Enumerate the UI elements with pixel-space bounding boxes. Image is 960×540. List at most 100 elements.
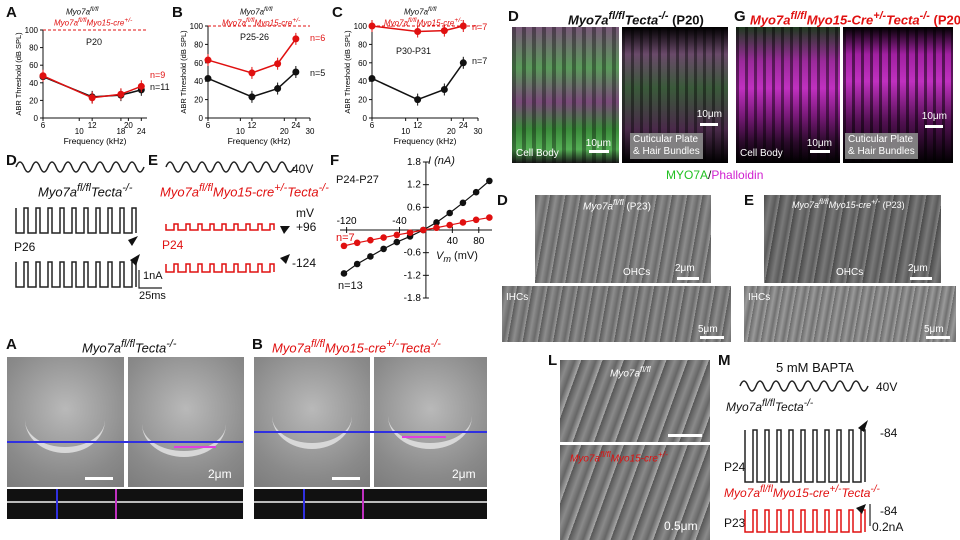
y-tick-label: 0.6 bbox=[407, 202, 421, 213]
cell-body-image: Cell Body 10μm bbox=[736, 27, 840, 163]
label: Myo7a bbox=[610, 368, 641, 380]
x-tick-label: 6 bbox=[206, 121, 211, 130]
stereocilia-sem-top: Myo7afl/fl bbox=[560, 360, 710, 442]
age-label: (P20) bbox=[672, 12, 704, 28]
x-tick-label: 24 bbox=[137, 127, 146, 136]
ihc-label: IHCs bbox=[748, 292, 771, 303]
y-tick-label: 80 bbox=[194, 40, 203, 49]
scale-text: 2μm bbox=[208, 467, 232, 481]
red-sup: fl/fl bbox=[246, 17, 255, 24]
x-axis-label: Frequency (kHz) bbox=[64, 136, 127, 146]
y-axis-label: ABR Threshold (dB SPL) bbox=[343, 30, 352, 114]
data-point bbox=[472, 216, 480, 224]
title-rest-sup: +/- bbox=[871, 197, 881, 206]
label-rest: Myo15-cre bbox=[610, 453, 658, 465]
ohc-sem-image: Myo7afl/flMyo15-cre+/- (P23) OHCs 2μm bbox=[764, 195, 941, 283]
y-tick-label: 1.8 bbox=[407, 157, 421, 168]
panel-letter: A bbox=[6, 4, 17, 21]
red-rest-sup: +/- bbox=[454, 17, 463, 24]
data-point bbox=[292, 35, 300, 43]
legend-phalloidin: Phalloidin bbox=[711, 168, 764, 182]
title-sup: fl/fl bbox=[311, 338, 325, 350]
y-tick-label: 40 bbox=[358, 77, 367, 86]
y-tick-label: 80 bbox=[358, 40, 367, 49]
y-tick-label: -1.8 bbox=[404, 293, 422, 304]
y-tick-label: 60 bbox=[29, 61, 38, 70]
data-point bbox=[380, 245, 387, 253]
x-tick-label: 10 bbox=[401, 127, 410, 136]
title-rest: Tecta bbox=[886, 12, 920, 28]
mt-current-traces-e bbox=[138, 161, 295, 289]
scale-bar bbox=[677, 277, 699, 280]
scale-bar bbox=[85, 477, 113, 480]
data-point bbox=[292, 68, 300, 76]
data-point bbox=[340, 270, 348, 277]
title: Myo7a bbox=[66, 7, 91, 17]
scale-bar bbox=[700, 123, 718, 126]
y-tick-label: -0.6 bbox=[404, 248, 422, 259]
panel-letter: G bbox=[734, 8, 746, 25]
x-tick-label: 20 bbox=[447, 127, 456, 136]
title-sup: fl/fl bbox=[264, 6, 273, 13]
title-sup: fl/fl bbox=[77, 182, 91, 194]
arrowhead-icon bbox=[128, 236, 138, 246]
data-point bbox=[440, 85, 448, 93]
x-axis-label: V bbox=[436, 250, 444, 262]
data-point bbox=[433, 224, 440, 232]
arrowhead-icon bbox=[280, 226, 290, 234]
caption: & Hair Bundles bbox=[633, 146, 700, 157]
title: Myo7a bbox=[272, 340, 312, 356]
cuticular-plate-image: 10μm Cuticular Plate & Hair Bundles bbox=[622, 27, 728, 163]
bapta-label: 5 mM BAPTA bbox=[776, 360, 854, 375]
voltage-minus84: -84 bbox=[880, 504, 898, 518]
x-tick-label: 10 bbox=[75, 127, 84, 136]
data-point bbox=[248, 69, 256, 77]
title-rest-sup: +/- bbox=[386, 338, 400, 350]
stain-legend: MYO7A/Phalloidin bbox=[666, 168, 763, 182]
data-point bbox=[446, 209, 454, 217]
scale-bar bbox=[910, 277, 932, 280]
title-sup: fl/fl bbox=[608, 10, 625, 22]
stereocilia-sem-bottom: Myo7afl/flMyo15-cre+/- 0.5μm bbox=[560, 445, 710, 540]
current-trace bbox=[744, 429, 866, 483]
red-title: Myo7a bbox=[54, 18, 79, 28]
age-label: P24 bbox=[162, 238, 184, 252]
y-tick-label: 0 bbox=[199, 114, 204, 123]
data-point bbox=[393, 231, 401, 239]
current-trace bbox=[15, 207, 137, 234]
scale-text: 10μm bbox=[806, 138, 832, 149]
data-point bbox=[274, 85, 282, 93]
title-rest-sup: +/- bbox=[829, 484, 842, 495]
title: Myo7a bbox=[568, 12, 609, 28]
current-trace-red bbox=[165, 263, 275, 273]
current-trace-red bbox=[165, 223, 275, 231]
title: Myo7a bbox=[160, 184, 200, 200]
age-label: P26 bbox=[14, 240, 36, 254]
scale-current: 1nA bbox=[143, 270, 163, 282]
voltage-plus96: +96 bbox=[296, 220, 317, 234]
iv-chart-f: -120 -40 40 80 1.8 1.2 0.6 -0.6 -1.2 -1.8 bbox=[337, 157, 493, 304]
data-point bbox=[248, 93, 256, 101]
scale-text: 0.5μm bbox=[664, 519, 698, 533]
data-point bbox=[446, 221, 454, 229]
scale-bar bbox=[926, 336, 950, 339]
title-rest-sup: -/- bbox=[166, 338, 177, 350]
title-sup: fl/fl bbox=[613, 197, 624, 207]
data-point bbox=[393, 238, 401, 246]
red-sup: fl/fl bbox=[78, 17, 87, 24]
red-rest: Myo15-cre bbox=[86, 18, 125, 28]
red-rest: Myo15-cre bbox=[254, 18, 293, 28]
voltage-label: 40V bbox=[876, 380, 898, 394]
voltage-label: 40V bbox=[292, 162, 314, 176]
y-tick-label: 100 bbox=[190, 22, 204, 31]
data-point bbox=[353, 260, 361, 268]
x-tick-label: 12 bbox=[88, 121, 97, 130]
scale-text: 5μm bbox=[698, 324, 718, 335]
age-label: (P23) bbox=[882, 200, 905, 210]
age-label: P25-26 bbox=[240, 32, 270, 42]
red-rest-sup: +/- bbox=[124, 17, 133, 24]
age-label: P30-P31 bbox=[396, 46, 432, 56]
y-tick-label: 80 bbox=[29, 44, 38, 53]
title: Myo7a bbox=[583, 201, 614, 213]
